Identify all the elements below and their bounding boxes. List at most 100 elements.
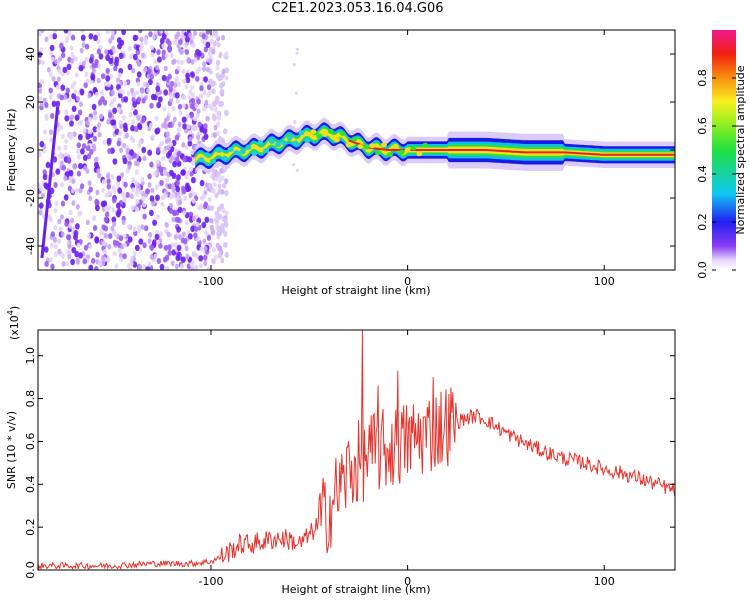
noise-speck	[65, 261, 70, 267]
noise-speck	[209, 205, 215, 212]
noise-speck	[54, 58, 58, 65]
noise-speck	[77, 211, 82, 217]
noise-speck	[64, 138, 69, 144]
noise-speck	[224, 210, 229, 216]
noise-speck	[188, 136, 193, 142]
colorbar-label: Normalized spectral amplitude	[734, 65, 747, 234]
noise-speck	[69, 120, 74, 127]
noise-speck	[191, 34, 196, 41]
noise-speck	[179, 49, 184, 55]
noise-speck	[185, 253, 190, 260]
noise-speck	[58, 152, 63, 158]
ridge-blob	[251, 150, 258, 156]
noise-speck	[150, 134, 155, 140]
noise-speck	[176, 244, 182, 252]
noise-speck	[140, 52, 145, 59]
noise-speck	[152, 239, 157, 246]
noise-speck	[103, 225, 109, 232]
noise-speck	[97, 99, 103, 106]
noise-speck	[114, 60, 119, 67]
noise-speck	[196, 108, 201, 114]
noise-speck	[71, 226, 76, 232]
ridge-blob	[422, 142, 429, 148]
ridge-blob	[375, 150, 382, 156]
noise-speck	[189, 103, 195, 110]
noise-speck	[59, 94, 64, 101]
noise-speck	[57, 145, 62, 151]
noise-speck	[112, 158, 118, 165]
noise-speck	[71, 247, 77, 254]
noise-speck	[49, 129, 53, 135]
noise-speck	[163, 244, 169, 251]
noise-speck	[212, 132, 217, 138]
noise-speck	[146, 73, 151, 80]
ridge-blob	[316, 133, 323, 139]
noise-speck	[127, 45, 132, 52]
noise-speck	[156, 49, 161, 56]
noise-speck	[105, 67, 111, 74]
noise-speck	[154, 233, 160, 241]
noise-speck	[67, 253, 72, 260]
noise-speck	[292, 163, 296, 167]
noise-speck	[203, 254, 208, 261]
noise-speck	[132, 101, 138, 108]
noise-speck	[136, 81, 141, 87]
noise-speck	[63, 94, 68, 100]
noise-speck	[195, 75, 200, 82]
noise-speck	[169, 52, 174, 59]
noise-speck	[189, 166, 193, 172]
noise-speck	[127, 63, 133, 71]
noise-speck	[131, 119, 136, 125]
noise-speck	[149, 253, 154, 260]
noise-speck	[57, 126, 61, 132]
noise-speck	[214, 214, 219, 220]
noise-speck	[205, 30, 211, 35]
noise-speck	[155, 194, 160, 201]
noise-speck	[153, 58, 158, 65]
noise-speck	[89, 148, 94, 155]
noise-speck	[180, 263, 184, 269]
noise-speck	[192, 144, 197, 151]
noise-speck	[57, 248, 62, 255]
bottom-x-tick-label: 0	[404, 575, 411, 588]
noise-speck	[79, 183, 85, 190]
noise-speck	[54, 201, 59, 207]
noise-speck	[44, 115, 49, 121]
noise-speck	[188, 233, 193, 240]
noise-speck	[126, 263, 131, 269]
noise-speck	[203, 133, 209, 140]
noise-speck	[181, 116, 187, 123]
noise-speck	[68, 209, 73, 215]
noise-speck	[60, 231, 65, 238]
noise-speck	[70, 217, 75, 224]
noise-speck	[160, 201, 165, 207]
noise-speck	[110, 225, 115, 232]
noise-speck	[292, 63, 296, 66]
ridge-blob	[392, 143, 399, 149]
noise-speck	[118, 235, 124, 242]
noise-speck	[110, 174, 115, 180]
noise-speck	[78, 187, 83, 194]
noise-speck	[220, 175, 225, 181]
noise-speck	[174, 77, 179, 83]
noise-speck	[100, 73, 106, 80]
noise-speck	[150, 187, 155, 194]
ridge-blob	[221, 155, 228, 161]
noise-speck	[169, 145, 175, 153]
top-x-axis-label: Height of straight line (km)	[281, 284, 430, 297]
noise-speck	[132, 251, 137, 257]
noise-speck	[221, 216, 227, 223]
noise-speck	[114, 263, 119, 269]
noise-speck	[61, 261, 66, 267]
noise-speck	[123, 80, 128, 87]
noise-speck	[201, 221, 207, 229]
noise-speck	[203, 186, 208, 192]
noise-speck	[167, 122, 172, 128]
noise-speck	[181, 103, 186, 109]
noise-speck	[97, 172, 101, 179]
noise-speck	[50, 56, 55, 62]
snr-plot-area	[38, 330, 675, 570]
noise-speck	[182, 156, 187, 163]
noise-speck	[155, 90, 160, 97]
